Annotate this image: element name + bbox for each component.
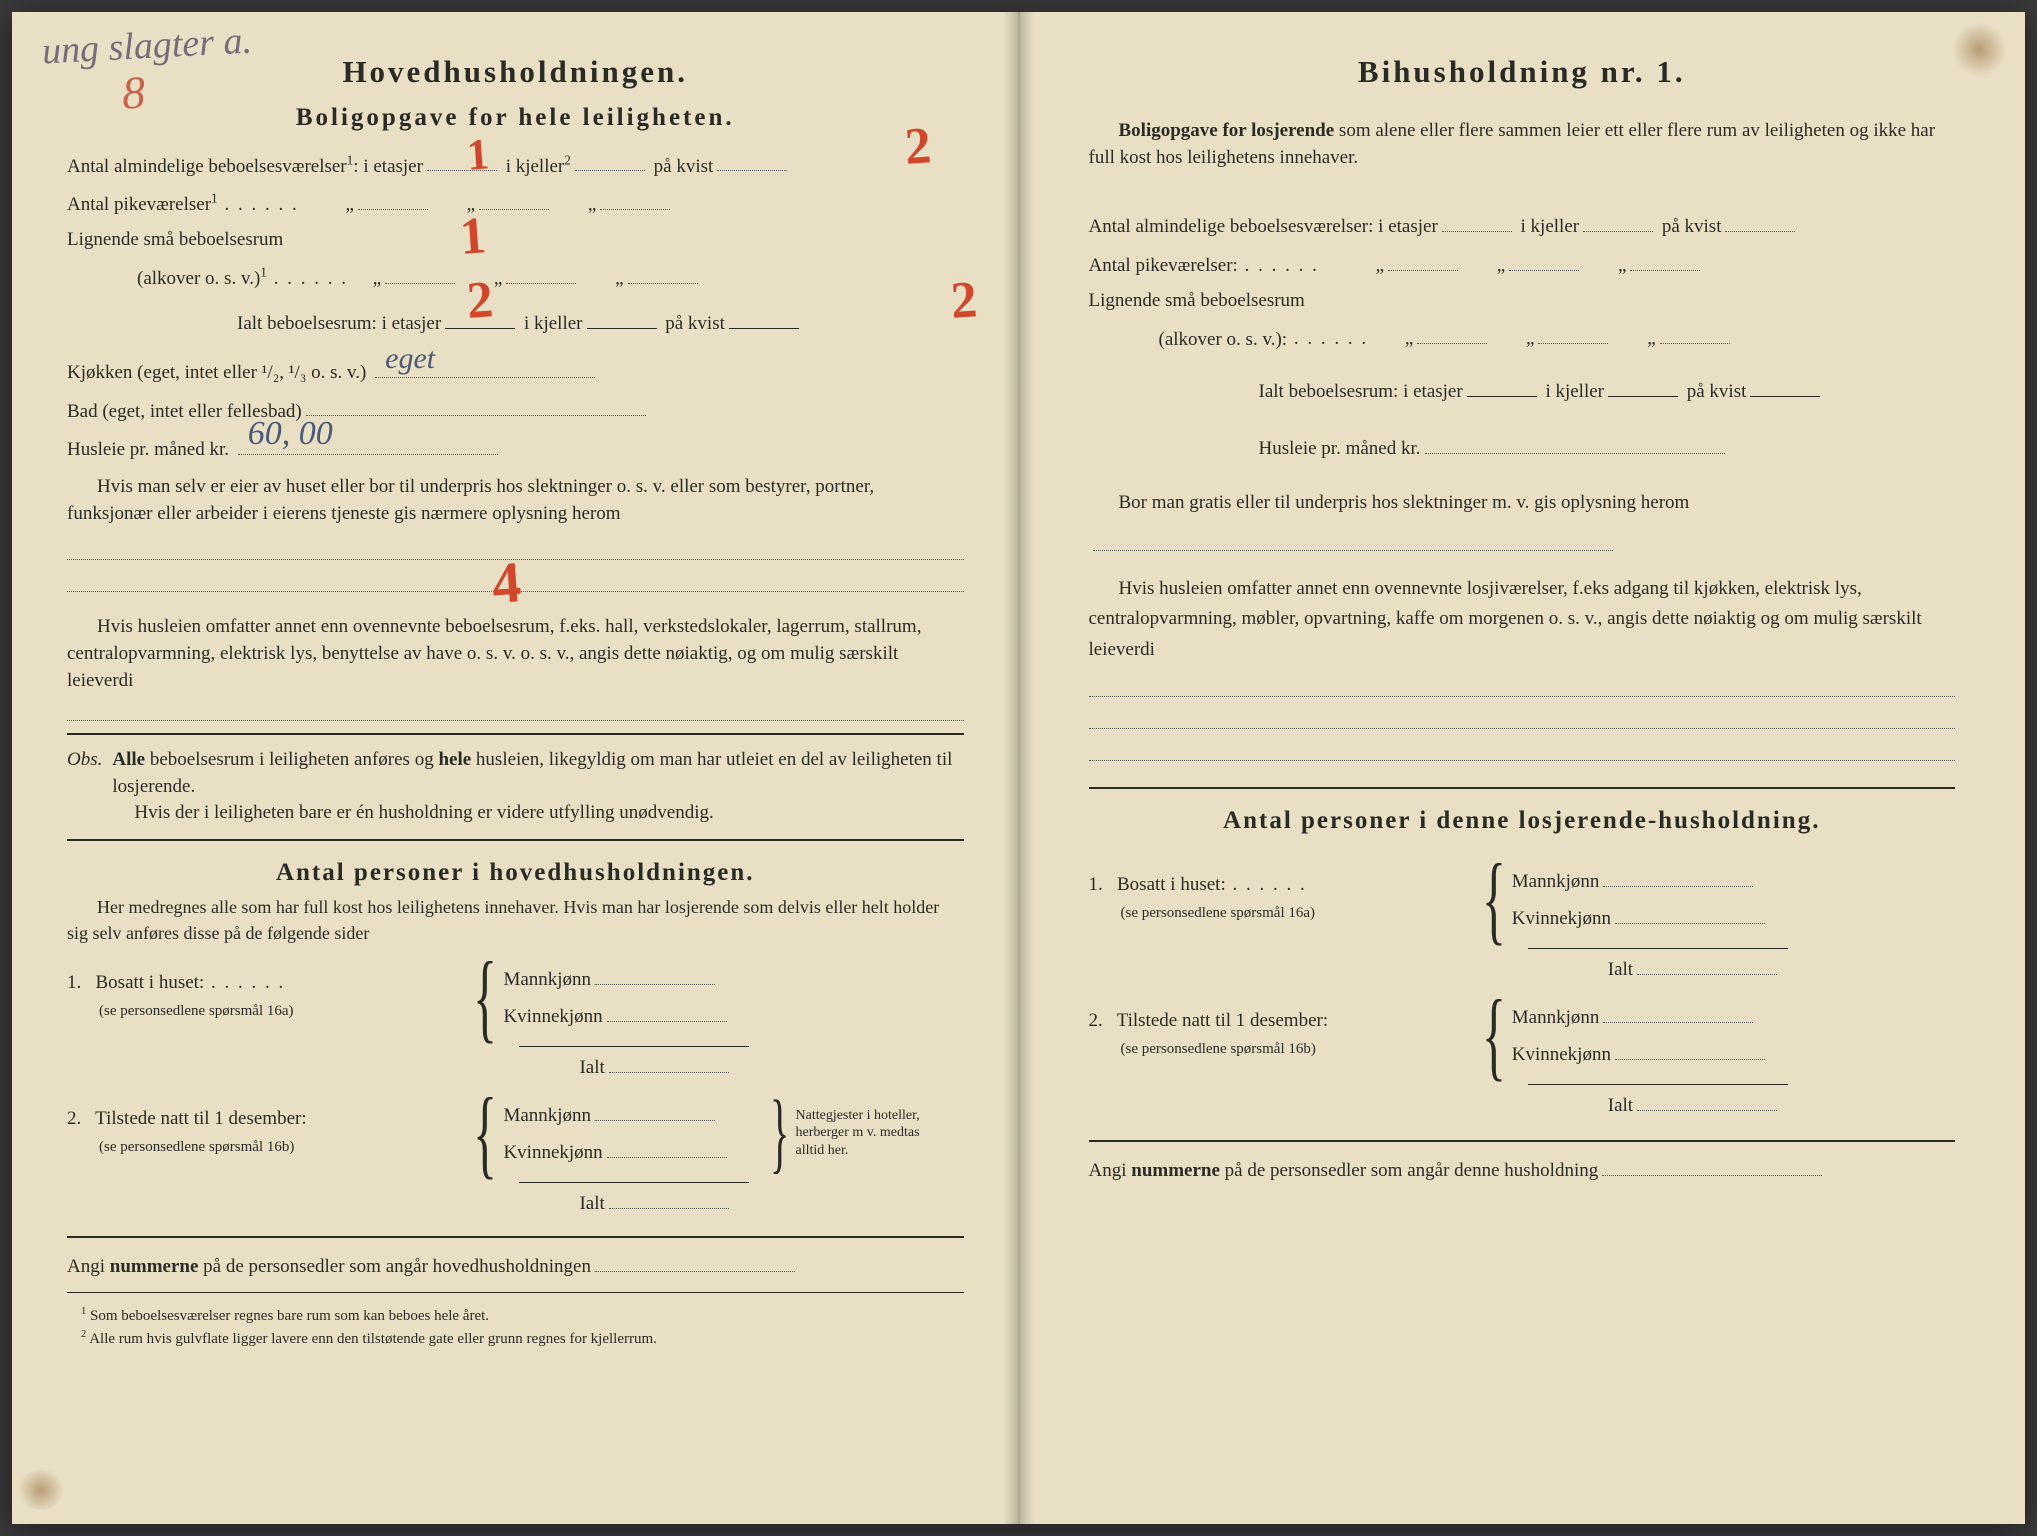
r-row1: Antal almindelige beboelsesværelser: i e…	[1089, 210, 1956, 241]
row-bad: Bad (eget, intet eller fellesbad)	[67, 395, 964, 426]
r-angi: Angi nummerne på de personsedler som ang…	[1089, 1154, 1956, 1185]
r-ialt-1: Ialt	[1470, 948, 1955, 984]
angi-row: Angi nummerne på de personsedler som ang…	[67, 1250, 964, 1281]
row-pike: Antal pikeværelser1 „ „ „	[67, 188, 964, 219]
r-husleie: Husleie pr. måned kr.	[1259, 432, 1956, 463]
para-husleie-omfatter: Hvis husleien omfatter annet enn ovennev…	[67, 614, 964, 695]
obs-text-2: Hvis der i leiligheten bare er én hushol…	[112, 800, 963, 827]
section-antal: Antal personer i hovedhusholdningen.	[67, 855, 964, 891]
r-persons-2: 2. Tilstede natt til 1 desember: (se per…	[1089, 1000, 1956, 1070]
row-alkover: (alkover o. s. v.)1 „ „ „	[137, 262, 964, 293]
row-kjokken: Kjøkken (eget, intet eller ¹/₂, ¹/₃ o. s…	[67, 356, 964, 387]
left-page: ung slagter a. 8 Hovedhusholdningen. Bol…	[12, 12, 1019, 1524]
r-section: Antal personer i denne losjerende-hushol…	[1089, 803, 1956, 839]
persons-row-2: 2. Tilstede natt til 1 desember: (se per…	[67, 1098, 964, 1168]
ialt-1: Ialt	[461, 1046, 963, 1082]
brace-icon: }	[770, 1103, 789, 1163]
r-ialt-2: Ialt	[1470, 1084, 1955, 1120]
row-ialt: Ialt beboelsesrum: i etasjer i kjeller p…	[237, 307, 964, 338]
right-title: Bihusholdning nr. 1.	[1089, 50, 1956, 94]
r-ialt: Ialt beboelsesrum: i etasjer i kjeller p…	[1259, 375, 1956, 406]
row-beboelse: Antal almindelige beboelsesværelser1: i …	[67, 150, 964, 181]
persons-row-1: 1. Bosatt i huset: (se personsedlene spø…	[67, 962, 964, 1032]
value-kjokken: eget	[385, 338, 435, 381]
r-para2: Hvis husleien omfatter annet enn ovennev…	[1089, 574, 1956, 665]
left-title: Hovedhusholdningen.	[67, 50, 964, 94]
row-husleie: Husleie pr. måned kr. 60, 00	[67, 433, 964, 464]
r-para1: Bor man gratis eller til underpris hos s…	[1089, 483, 1956, 523]
ialt-2: Ialt	[461, 1182, 963, 1218]
brace-icon: {	[1482, 1000, 1506, 1070]
obs-text: Alle beboelsesrum i leiligheten anføres …	[112, 749, 952, 797]
value-husleie: 60, 00	[248, 410, 333, 458]
brace-icon: {	[473, 1098, 497, 1168]
brace-icon: {	[1482, 864, 1506, 934]
document-spread: ung slagter a. 8 Hovedhusholdningen. Bol…	[12, 12, 2025, 1524]
obs-block: Obs. Alle beboelsesrum i leiligheten anf…	[67, 747, 964, 828]
r-persons-1: 1. Bosatt i huset: (se personsedlene spø…	[1089, 864, 1956, 934]
section-sub: Her medregnes alle som har full kost hos…	[67, 895, 964, 946]
right-page: Bihusholdning nr. 1. Boligopgave for los…	[1019, 12, 2026, 1524]
left-subtitle: Boligopgave for hele leiligheten.	[67, 100, 964, 136]
obs-label: Obs.	[67, 747, 102, 828]
right-lead: Boligopgave for losjerende som alene ell…	[1089, 118, 1956, 172]
r-row3: Lignende små beboelsesrum	[1089, 288, 1956, 315]
para-owner: Hvis man selv er eier av huset eller bor…	[67, 474, 964, 528]
r-row2: Antal pikeværelser: „ „ „	[1089, 249, 1956, 280]
side-note: Nattegjester i hoteller, herberger m v. …	[796, 1107, 946, 1160]
r-row3b: (alkover o. s. v.): „ „ „	[1159, 323, 1956, 354]
brace-icon: {	[473, 962, 497, 1032]
footnotes: 1 Som beboelsesværelser regnes bare rum …	[67, 1305, 964, 1350]
row-lignende: Lignende små beboelsesrum	[67, 227, 964, 254]
